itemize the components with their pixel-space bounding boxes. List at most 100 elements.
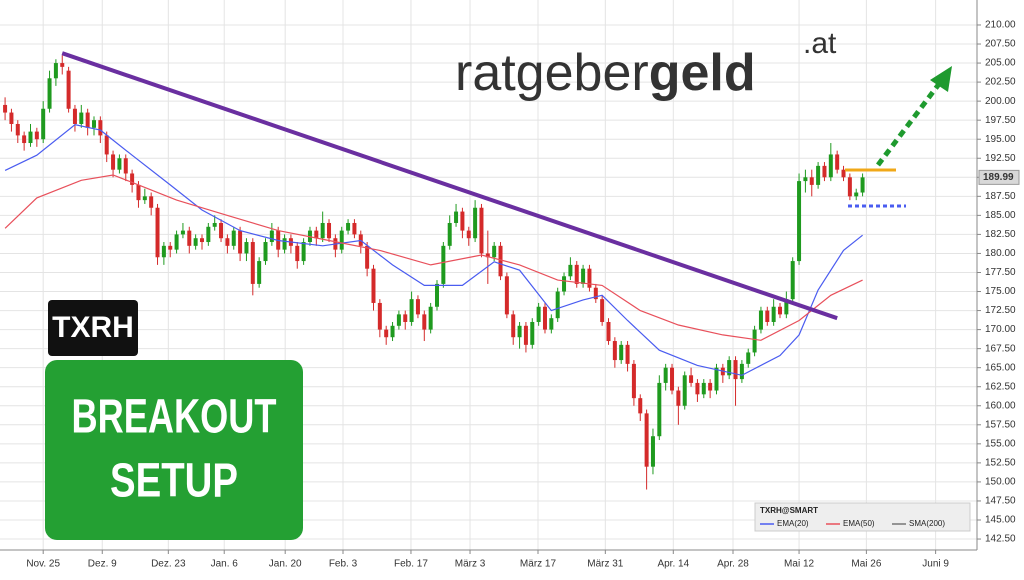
candle-body [371,268,376,303]
candle-body [600,299,605,322]
candle-body [168,245,173,250]
candle-body [117,158,122,170]
candle-body [581,268,586,284]
last-price-box [978,169,1020,185]
candle-body [708,382,713,391]
x-tick-label: Mai 12 [784,559,814,570]
candle-body [22,135,27,144]
candle-body [695,382,700,395]
candle-body [841,169,846,178]
x-tick-label: Jan. 6 [211,559,239,570]
y-tick-label: 165.00 [985,362,1016,373]
y-tick-label: 162.50 [985,381,1016,392]
candle-body [428,306,433,330]
candle-body [396,314,401,326]
y-tick-label: 197.50 [985,115,1016,126]
candle-body [384,329,389,338]
candle-body [530,321,535,345]
candle-body [752,329,757,353]
setup-badge [45,360,303,540]
candle-body [574,264,579,284]
candle-body [187,230,192,246]
candle-body [714,367,719,391]
candle-body [606,321,611,342]
candle-body [797,181,802,262]
x-tick-label: Dez. 23 [151,559,186,570]
candle-body [454,211,459,223]
candle-body [746,352,751,364]
indicator-line [4,174,863,341]
indicator-line [4,124,863,376]
candle-body [250,242,255,284]
candle-body [130,173,135,185]
y-tick-label: 142.50 [985,534,1016,545]
candle-body [568,264,573,277]
candle-body [758,310,763,330]
candle-body [536,306,541,322]
x-tick-label: Feb. 3 [329,559,358,570]
x-tick-label: März 3 [455,559,486,570]
candle-body [460,211,465,231]
y-tick-label: 195.00 [985,134,1016,145]
candle-body [60,63,65,67]
candle-body [803,177,808,182]
brand-suffix: .at [803,27,837,60]
candle-body [161,245,166,258]
candle-body [149,196,154,208]
arrow-head [930,66,952,92]
y-tick-label: 177.50 [985,267,1016,278]
candle-body [282,238,287,250]
candle-body [377,302,382,330]
candle-body [301,242,306,262]
y-tick-label: 187.50 [985,191,1016,202]
candle-body [212,222,217,227]
candle-body [53,63,58,79]
candle-body [523,325,528,345]
candle-body [479,207,484,254]
legend-label: SMA(200) [909,519,945,528]
candle-body [822,165,827,178]
candle-body [612,341,617,361]
candle-body [238,230,243,254]
candle-body [111,154,116,170]
candle-body [809,177,814,185]
candle-body [199,238,204,243]
candle-body [72,108,77,124]
candle-body [85,112,90,128]
candle-body [644,413,649,467]
candle-body [593,287,598,300]
candle-body [193,238,198,246]
candle-body [365,245,370,269]
y-tick-label: 172.50 [985,305,1016,316]
candle-body [327,222,332,239]
x-tick-label: Apr. 14 [657,559,689,570]
candle-body [504,276,509,315]
candle-body [15,123,20,136]
last-price-label: 189.99 [983,172,1014,183]
legend-title: TXRH@SMART [760,506,818,515]
y-tick-label: 170.00 [985,324,1016,335]
candle-body [352,222,357,235]
candle-body [98,120,103,136]
candle-body [409,299,414,322]
candle-body [66,70,71,109]
y-tick-label: 207.50 [985,39,1016,50]
candle-body [34,131,39,140]
candle-body [136,184,141,201]
brand-name: ratgeber [455,44,649,102]
y-tick-label: 180.00 [985,248,1016,259]
candle-body [847,177,852,197]
candle-body [498,245,503,277]
x-tick-label: Juni 9 [922,559,949,570]
setup-text: BREAKOUT [72,391,277,444]
candle-body [403,314,408,322]
y-tick-label: 210.00 [985,20,1016,31]
x-tick-label: Apr. 28 [717,559,749,570]
y-tick-label: 155.00 [985,438,1016,449]
y-tick-label: 160.00 [985,400,1016,411]
legend [754,502,971,532]
candle-body [517,325,522,338]
candle-body [3,104,8,113]
candle-body [625,344,630,364]
